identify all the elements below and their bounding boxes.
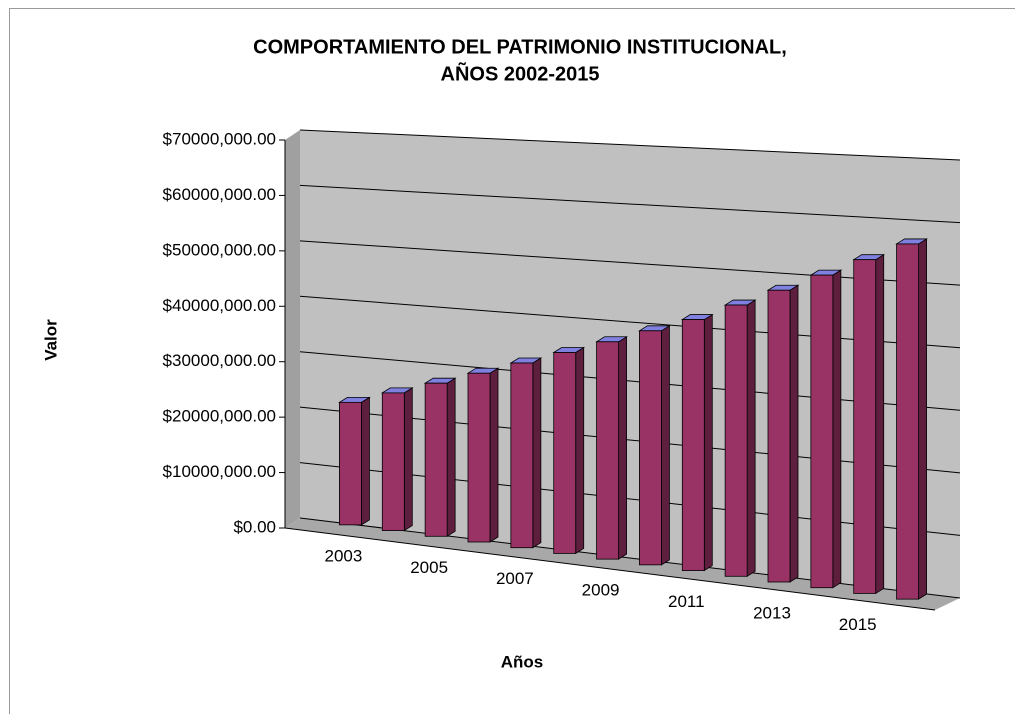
y-tick-label: $50000,000.00 [163,240,276,259]
bar [854,260,876,594]
x-tick-label: 2011 [668,592,705,611]
y-tick-label: $60000,000.00 [163,185,276,204]
x-tick-label: 2009 [582,581,620,600]
bar-side [704,315,712,571]
bar [682,320,704,571]
x-tick-label: 2007 [496,569,534,588]
bar [382,393,404,531]
chart-title: COMPORTAMIENTO DEL PATRIMONIO INSTITUCIO… [253,36,787,58]
x-axis-title: Años [501,652,544,671]
bar [468,373,490,542]
bar-side [490,368,498,542]
y-axis-title: Valor [41,319,60,361]
bar-side [876,255,884,594]
y-tick-label: $10000,000.00 [163,462,276,481]
bar [768,290,790,582]
x-tick-label: 2003 [325,546,363,565]
x-tick-label: 2013 [753,603,791,622]
bar-side [404,388,412,531]
chart-subtitle: AÑOS 2002-2015 [441,62,600,85]
bar-side [661,326,669,565]
bar-side [533,358,541,548]
bar-side [790,285,798,582]
bar-side [447,378,455,536]
y-tick-label: $0.00 [233,517,276,536]
bar-side [747,300,755,576]
bar-side [576,348,584,554]
side-wall [285,130,300,528]
bar-side [919,239,927,599]
y-tick-label: $40000,000.00 [163,296,276,315]
bar [897,244,919,599]
bar [597,342,619,559]
bar [554,353,576,554]
bar [811,275,833,588]
bar-side [833,270,841,588]
y-tick-label: $20000,000.00 [163,407,276,426]
y-tick-label: $70000,000.00 [163,129,276,148]
bar [639,331,661,565]
bar [725,305,747,576]
bar [511,363,533,548]
bar-side [361,397,369,525]
x-tick-label: 2005 [410,558,448,577]
y-tick-label: $30000,000.00 [163,351,276,370]
x-tick-label: 2015 [839,615,877,634]
bar [339,402,361,525]
bar-side [619,337,627,559]
bar [425,383,447,536]
